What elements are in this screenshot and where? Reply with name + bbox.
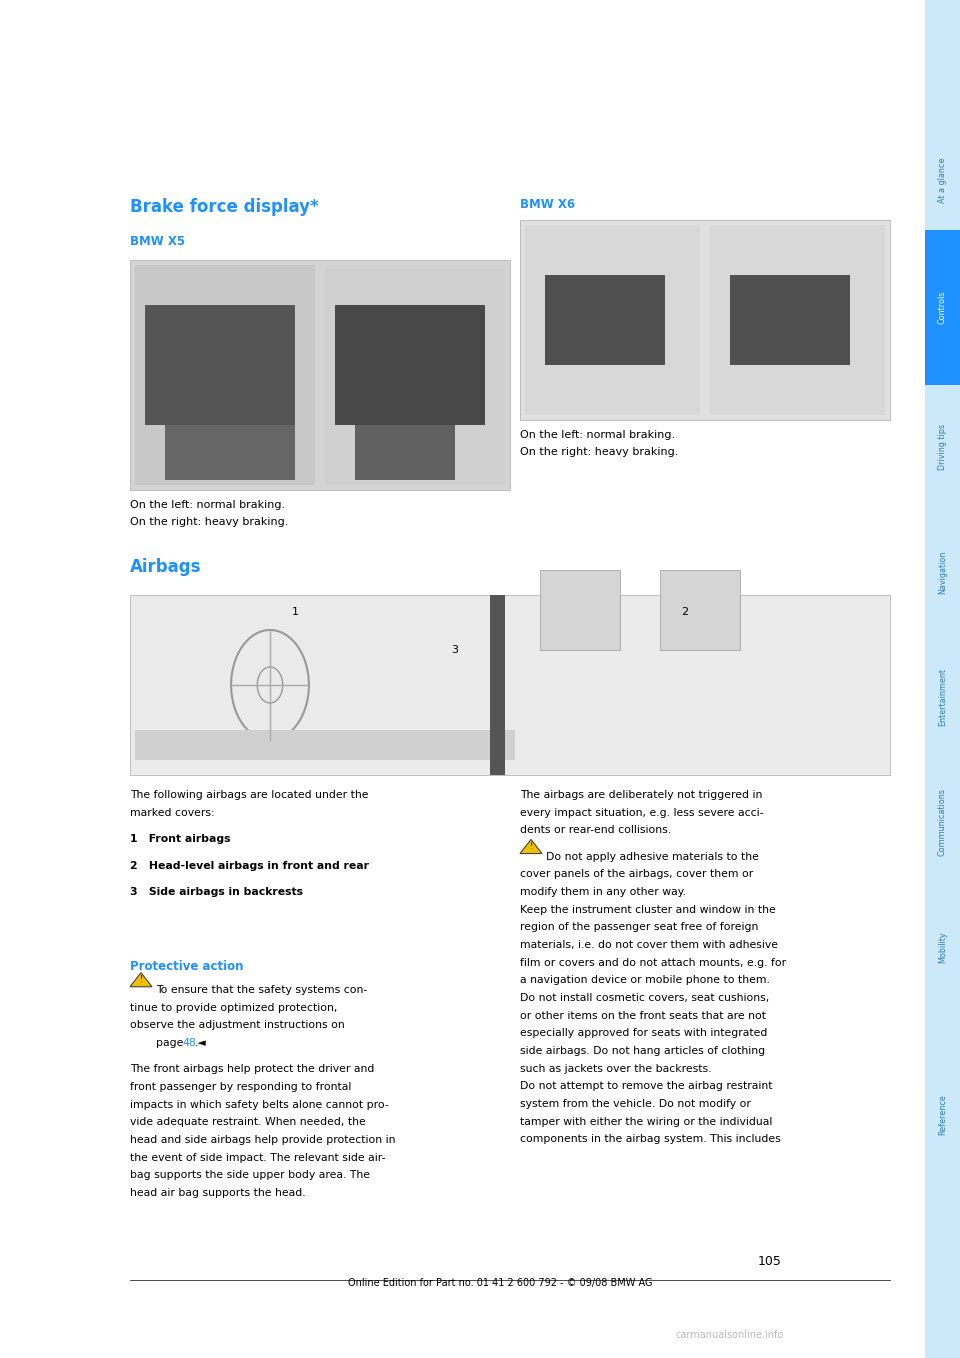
Text: modify them in any other way.: modify them in any other way. <box>520 887 686 898</box>
Text: Mobility: Mobility <box>938 932 947 963</box>
Bar <box>165 425 295 479</box>
Text: Navigation: Navigation <box>938 551 947 595</box>
Text: Reference: Reference <box>938 1095 947 1135</box>
Bar <box>710 225 885 416</box>
Text: At a glance: At a glance <box>938 158 947 202</box>
Text: Do not attempt to remove the airbag restraint: Do not attempt to remove the airbag rest… <box>520 1081 773 1092</box>
Text: Online Edition for Part no. 01 41 2 600 792 - © 09/08 BMW AG: Online Edition for Part no. 01 41 2 600 … <box>348 1278 652 1287</box>
Text: carmanualsonline.info: carmanualsonline.info <box>676 1329 784 1340</box>
Text: To ensure that the safety systems con-: To ensure that the safety systems con- <box>156 985 368 995</box>
Bar <box>135 265 315 485</box>
Text: Airbags: Airbags <box>130 558 202 576</box>
Bar <box>660 570 740 650</box>
Text: On the left: normal braking.: On the left: normal braking. <box>130 500 285 511</box>
Bar <box>135 731 515 760</box>
Text: or other items on the front seats that are not: or other items on the front seats that a… <box>520 1010 766 1021</box>
Text: film or covers and do not attach mounts, e.g. for: film or covers and do not attach mounts,… <box>520 957 786 968</box>
Text: 2: 2 <box>682 607 688 617</box>
Text: !: ! <box>139 975 143 985</box>
Bar <box>925 0 960 1358</box>
Bar <box>730 276 850 365</box>
Text: The airbags are deliberately not triggered in: The airbags are deliberately not trigger… <box>520 790 762 800</box>
Bar <box>925 230 960 386</box>
Text: such as jackets over the backrests.: such as jackets over the backrests. <box>520 1063 711 1074</box>
Text: vide adequate restraint. When needed, the: vide adequate restraint. When needed, th… <box>130 1118 366 1127</box>
Text: Communications: Communications <box>938 789 947 857</box>
Text: 1: 1 <box>292 607 299 617</box>
Text: 48: 48 <box>182 1038 196 1048</box>
Text: Controls: Controls <box>938 291 947 325</box>
Bar <box>525 225 700 416</box>
Text: 105: 105 <box>758 1255 782 1268</box>
Text: Protective action: Protective action <box>130 960 244 972</box>
Text: The following airbags are located under the: The following airbags are located under … <box>130 790 369 800</box>
Text: tinue to provide optimized protection,: tinue to provide optimized protection, <box>130 1002 337 1013</box>
Text: head air bag supports the head.: head air bag supports the head. <box>130 1188 305 1198</box>
Text: every impact situation, e.g. less severe acci-: every impact situation, e.g. less severe… <box>520 808 763 818</box>
Text: Keep the instrument cluster and window in the: Keep the instrument cluster and window i… <box>520 904 776 915</box>
Text: components in the airbag system. This includes: components in the airbag system. This in… <box>520 1134 780 1145</box>
Text: !: ! <box>529 842 533 851</box>
Bar <box>925 511 960 636</box>
Text: On the right: heavy braking.: On the right: heavy braking. <box>520 447 679 458</box>
Bar <box>925 885 960 1010</box>
Text: 3   Side airbags in backrests: 3 Side airbags in backrests <box>130 887 303 898</box>
Text: the event of side impact. The relevant side air-: the event of side impact. The relevant s… <box>130 1153 385 1162</box>
Text: head and side airbags help provide protection in: head and side airbags help provide prote… <box>130 1135 396 1145</box>
Text: On the right: heavy braking.: On the right: heavy braking. <box>130 517 288 527</box>
Text: dents or rear-end collisions.: dents or rear-end collisions. <box>520 826 671 835</box>
Bar <box>335 306 485 425</box>
Text: materials, i.e. do not cover them with adhesive: materials, i.e. do not cover them with a… <box>520 940 778 951</box>
Bar <box>130 595 890 775</box>
Text: Brake force display*: Brake force display* <box>130 198 319 216</box>
Bar <box>490 595 505 775</box>
Text: Entertainment: Entertainment <box>938 668 947 727</box>
Text: 2   Head-level airbags in front and rear: 2 Head-level airbags in front and rear <box>130 861 369 870</box>
Text: especially approved for seats with integrated: especially approved for seats with integ… <box>520 1028 767 1039</box>
Text: impacts in which safety belts alone cannot pro-: impacts in which safety belts alone cann… <box>130 1100 389 1109</box>
Text: Driving tips: Driving tips <box>938 425 947 470</box>
Bar <box>925 1010 960 1219</box>
Text: side airbags. Do not hang articles of clothing: side airbags. Do not hang articles of cl… <box>520 1046 765 1057</box>
Text: On the left: normal braking.: On the left: normal braking. <box>520 430 675 440</box>
Bar <box>925 636 960 760</box>
Text: cover panels of the airbags, cover them or: cover panels of the airbags, cover them … <box>520 869 754 880</box>
Text: 1   Front airbags: 1 Front airbags <box>130 834 230 845</box>
Text: tamper with either the wiring or the individual: tamper with either the wiring or the ind… <box>520 1116 773 1127</box>
Text: a navigation device or mobile phone to them.: a navigation device or mobile phone to t… <box>520 975 770 986</box>
Bar <box>520 220 890 420</box>
Text: system from the vehicle. Do not modify or: system from the vehicle. Do not modify o… <box>520 1099 751 1109</box>
Text: bag supports the side upper body area. The: bag supports the side upper body area. T… <box>130 1171 370 1180</box>
Text: observe the adjustment instructions on: observe the adjustment instructions on <box>130 1020 345 1031</box>
Bar <box>130 259 510 490</box>
Polygon shape <box>520 839 542 854</box>
Text: Do not install cosmetic covers, seat cushions,: Do not install cosmetic covers, seat cus… <box>520 993 769 1004</box>
Text: BMW X5: BMW X5 <box>130 235 185 249</box>
Text: The front airbags help protect the driver and: The front airbags help protect the drive… <box>130 1065 374 1074</box>
Text: front passenger by responding to frontal: front passenger by responding to frontal <box>130 1082 351 1092</box>
Text: .◄: .◄ <box>195 1038 206 1048</box>
Text: region of the passenger seat free of foreign: region of the passenger seat free of for… <box>520 922 758 933</box>
Text: BMW X6: BMW X6 <box>520 198 575 210</box>
Text: 3: 3 <box>451 645 459 655</box>
Bar <box>925 386 960 511</box>
Bar <box>925 760 960 885</box>
Bar <box>145 306 295 425</box>
Bar <box>545 276 665 365</box>
Bar <box>925 130 960 230</box>
Polygon shape <box>130 972 152 987</box>
Bar <box>355 425 455 479</box>
Text: marked covers:: marked covers: <box>130 808 215 818</box>
Text: page: page <box>156 1038 187 1048</box>
Bar <box>325 265 505 485</box>
Text: Do not apply adhesive materials to the: Do not apply adhesive materials to the <box>546 851 758 862</box>
Bar <box>540 570 620 650</box>
